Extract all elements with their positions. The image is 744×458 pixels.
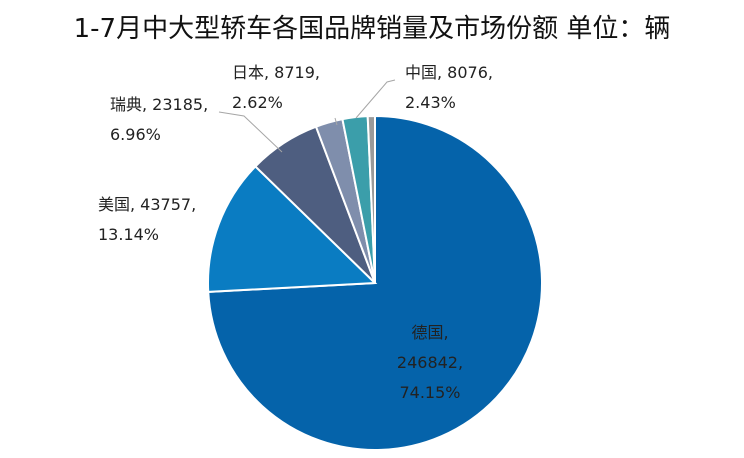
pie-slice-2 xyxy=(207,165,378,293)
data-label-1-line-1: 德国, xyxy=(411,323,448,342)
data-label-4-line-1: 日本, 8719, xyxy=(232,63,320,82)
chart-title: 1-7月中大型轿车各国品牌销量及市场份额 单位：辆 xyxy=(73,14,671,44)
data-label-3-line-1: 瑞典, 23185, xyxy=(110,95,208,114)
data-label-1-line-2: 246842, xyxy=(397,353,463,372)
data-label-2-line-2: 13.14% xyxy=(98,225,159,244)
data-label-4-line-2: 2.62% xyxy=(232,93,283,112)
data-label-1-line-3: 74.15% xyxy=(399,383,460,402)
leader-line-4 xyxy=(334,117,338,126)
data-label-5-line-1: 中国, 8076, xyxy=(405,63,493,82)
data-label-2-line-1: 美国, 43757, xyxy=(98,195,196,214)
pie-slice-6 xyxy=(366,114,376,284)
data-label-5-line-2: 2.43% xyxy=(405,93,456,112)
leader-line-3 xyxy=(218,111,283,153)
data-label-3-line-2: 6.96% xyxy=(110,125,161,144)
leader-line-5 xyxy=(355,79,396,119)
